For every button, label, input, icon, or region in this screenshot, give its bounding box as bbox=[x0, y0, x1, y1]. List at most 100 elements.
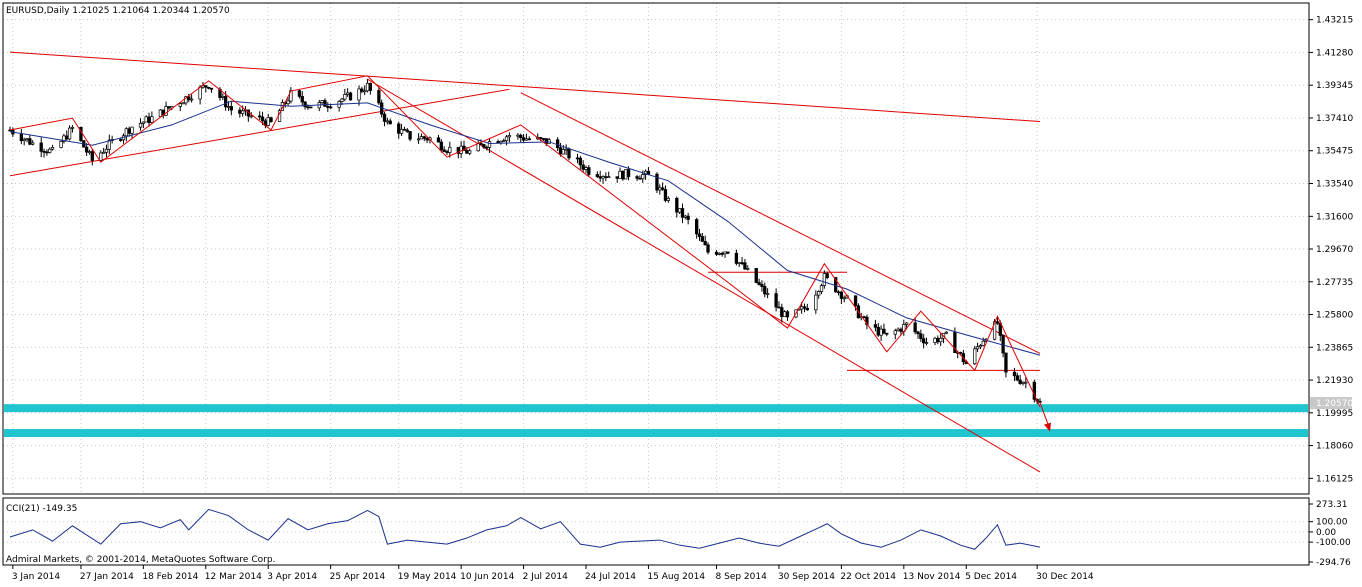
candle-body bbox=[598, 176, 602, 179]
support-zones[interactable] bbox=[4, 404, 1308, 438]
candle-body bbox=[42, 150, 46, 153]
date-tick-label: 18 Feb 2014 bbox=[142, 572, 198, 582]
candle-body bbox=[459, 145, 463, 154]
candle-body bbox=[223, 96, 228, 108]
candle-body bbox=[686, 215, 690, 220]
candle-body bbox=[740, 262, 744, 265]
cci-label: CCI(21) -149.35 bbox=[6, 504, 77, 514]
candle-body bbox=[377, 90, 381, 104]
trend-line[interactable] bbox=[520, 92, 1041, 354]
support-zone[interactable] bbox=[4, 404, 1308, 413]
candle-body bbox=[658, 187, 662, 191]
date-tick-label: 2 Jul 2014 bbox=[523, 572, 568, 582]
candle-body bbox=[487, 141, 492, 148]
candle-body bbox=[90, 151, 94, 161]
candle-body bbox=[269, 117, 273, 122]
moving-average bbox=[9, 100, 1041, 356]
candle-body bbox=[638, 177, 642, 180]
candle-body bbox=[995, 321, 1000, 324]
candle-body bbox=[206, 86, 211, 89]
candle-body bbox=[836, 291, 841, 294]
candle-body bbox=[575, 157, 580, 160]
candle-body bbox=[476, 143, 480, 152]
candle-body bbox=[499, 140, 503, 144]
candle-body bbox=[978, 345, 983, 348]
candle-body bbox=[204, 85, 208, 88]
candle-body bbox=[442, 149, 446, 152]
candle-body bbox=[646, 170, 651, 175]
candle-body bbox=[260, 116, 265, 122]
support-zone[interactable] bbox=[4, 429, 1308, 438]
date-tick-label: 10 Jun 2014 bbox=[460, 572, 514, 582]
candle-body bbox=[975, 346, 980, 350]
candle-body bbox=[933, 337, 937, 343]
candle-body bbox=[726, 251, 730, 254]
candle-body bbox=[402, 128, 407, 131]
candle-body bbox=[604, 176, 608, 178]
candle-body bbox=[306, 106, 310, 109]
cci-polyline bbox=[9, 508, 1041, 550]
candle-body bbox=[706, 244, 710, 253]
date-tick-label: 25 Apr 2014 bbox=[330, 572, 386, 582]
candle-body bbox=[765, 293, 770, 295]
candle-body bbox=[130, 126, 134, 134]
candle-body bbox=[357, 88, 361, 101]
price-tag-box bbox=[1310, 397, 1352, 410]
candle-body bbox=[266, 117, 270, 126]
candle-body bbox=[448, 147, 452, 153]
candle-body bbox=[101, 151, 106, 154]
price-tick-label: 1.23865 bbox=[1316, 343, 1353, 353]
candle-body bbox=[422, 136, 426, 139]
candle-body bbox=[746, 268, 750, 270]
candle-body bbox=[873, 324, 878, 328]
price-tick-label: 1.19995 bbox=[1316, 409, 1353, 419]
trend-line[interactable] bbox=[9, 51, 1041, 123]
candle-body bbox=[504, 136, 509, 141]
candle-body bbox=[249, 115, 253, 118]
candle-body bbox=[48, 148, 52, 153]
candle-body bbox=[697, 233, 702, 237]
candle-body bbox=[618, 170, 622, 179]
candle-body bbox=[360, 88, 364, 92]
candle-body bbox=[641, 174, 645, 180]
candle-body bbox=[19, 133, 23, 142]
candle-body bbox=[541, 138, 546, 140]
candle-body bbox=[320, 100, 324, 103]
candle-body bbox=[879, 328, 883, 336]
candle-body bbox=[802, 306, 807, 309]
price-tick-label: 1.43215 bbox=[1316, 16, 1353, 26]
candle-body bbox=[28, 138, 32, 145]
price-axis: 1.43215 1.41280 1.39345 1.37410 1.35475 1.335… bbox=[1309, 16, 1353, 484]
candle-body bbox=[178, 103, 182, 107]
candle-body bbox=[238, 109, 242, 114]
price-panel[interactable]: 1.43215 1.41280 1.39345 1.37410 1.35475 1.335… bbox=[2, 2, 1353, 495]
candle-body bbox=[584, 167, 588, 170]
candle-body bbox=[777, 306, 781, 309]
arrow-head[interactable] bbox=[1044, 422, 1051, 432]
cci-line bbox=[9, 508, 1041, 550]
candle-body bbox=[919, 333, 923, 340]
candle-body bbox=[507, 135, 512, 138]
candle-body bbox=[59, 141, 63, 148]
cci-panel[interactable]: 273.31 100.000.00-100.00 -294.76 CCI(21) -… bbox=[2, 497, 1351, 568]
candle-body bbox=[981, 340, 985, 346]
candle-body bbox=[297, 90, 302, 97]
candle-body bbox=[198, 86, 202, 100]
candle-body bbox=[502, 140, 506, 142]
candle-body bbox=[226, 106, 231, 108]
candle-body bbox=[743, 262, 747, 270]
date-tick-label: 3 Jan 2014 bbox=[12, 572, 60, 582]
candle-body bbox=[1032, 381, 1036, 400]
candle-body bbox=[368, 82, 373, 91]
trend-line[interactable] bbox=[9, 88, 510, 177]
candle-body bbox=[800, 306, 804, 310]
candle-body bbox=[774, 293, 778, 308]
candle-body bbox=[819, 285, 824, 292]
projection-arrow[interactable] bbox=[1039, 402, 1051, 432]
price-tick-label: 1.25800 bbox=[1316, 311, 1353, 321]
candle-body bbox=[675, 197, 679, 213]
candle-body bbox=[680, 208, 685, 218]
price-tick-label: 1.41280 bbox=[1316, 48, 1353, 58]
